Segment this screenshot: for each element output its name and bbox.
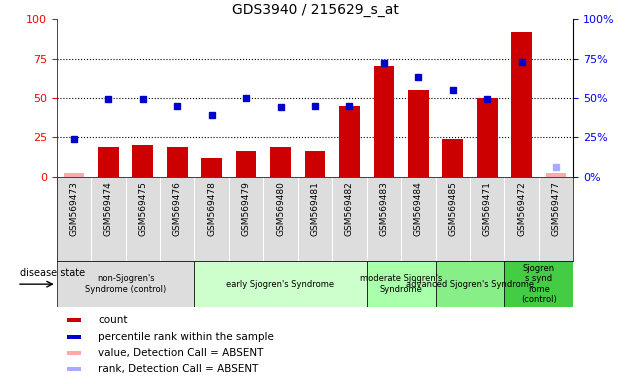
Bar (339, 106, 360, 177)
Bar (64, 174, 84, 177)
Text: rank, Detection Call = ABSENT: rank, Detection Call = ABSENT (98, 364, 258, 374)
Text: count: count (98, 314, 127, 324)
Bar (477, 98, 498, 177)
Text: GSM569481: GSM569481 (311, 181, 319, 236)
Bar (512, 32, 532, 177)
Bar (442, 139, 463, 177)
Text: disease state: disease state (20, 268, 85, 278)
Bar (435, 261, 505, 307)
Bar (305, 151, 325, 177)
Text: GSM569473: GSM569473 (69, 181, 78, 236)
Text: GSM569477: GSM569477 (552, 181, 561, 236)
Text: Sjogren
s synd
rome
(control): Sjogren s synd rome (control) (521, 264, 557, 304)
Text: GSM569480: GSM569480 (276, 181, 285, 236)
Title: GDS3940 / 215629_s_at: GDS3940 / 215629_s_at (232, 3, 398, 17)
Bar (57, 261, 195, 307)
Bar (236, 151, 256, 177)
Bar (67, 318, 81, 322)
Bar (167, 147, 188, 177)
Text: GSM569471: GSM569471 (483, 181, 491, 236)
Bar (546, 174, 566, 177)
Text: GSM569472: GSM569472 (517, 181, 526, 236)
Bar (67, 367, 81, 371)
Text: early Sjogren's Syndrome: early Sjogren's Syndrome (227, 280, 335, 289)
Bar (408, 90, 428, 177)
Text: GSM569482: GSM569482 (345, 181, 354, 236)
Bar (67, 351, 81, 355)
Text: GSM569485: GSM569485 (449, 181, 457, 236)
Bar (367, 261, 435, 307)
Text: GSM569474: GSM569474 (104, 181, 113, 236)
Bar (67, 335, 81, 339)
Text: GSM569479: GSM569479 (242, 181, 251, 236)
Bar (374, 66, 394, 177)
Bar (195, 261, 367, 307)
Text: GSM569476: GSM569476 (173, 181, 181, 236)
Bar (270, 147, 291, 177)
Text: GSM569475: GSM569475 (139, 181, 147, 236)
Bar (98, 147, 118, 177)
Bar (202, 158, 222, 177)
Bar (505, 261, 573, 307)
Text: advanced Sjogren's Syndrome: advanced Sjogren's Syndrome (406, 280, 534, 289)
Text: moderate Sjogren's
Syndrome: moderate Sjogren's Syndrome (360, 275, 442, 294)
Text: GSM569478: GSM569478 (207, 181, 216, 236)
Text: GSM569484: GSM569484 (414, 181, 423, 236)
Bar (132, 145, 153, 177)
Text: GSM569483: GSM569483 (379, 181, 388, 236)
Text: percentile rank within the sample: percentile rank within the sample (98, 332, 274, 342)
Text: non-Sjogren's
Syndrome (control): non-Sjogren's Syndrome (control) (85, 275, 166, 294)
Text: value, Detection Call = ABSENT: value, Detection Call = ABSENT (98, 348, 263, 358)
